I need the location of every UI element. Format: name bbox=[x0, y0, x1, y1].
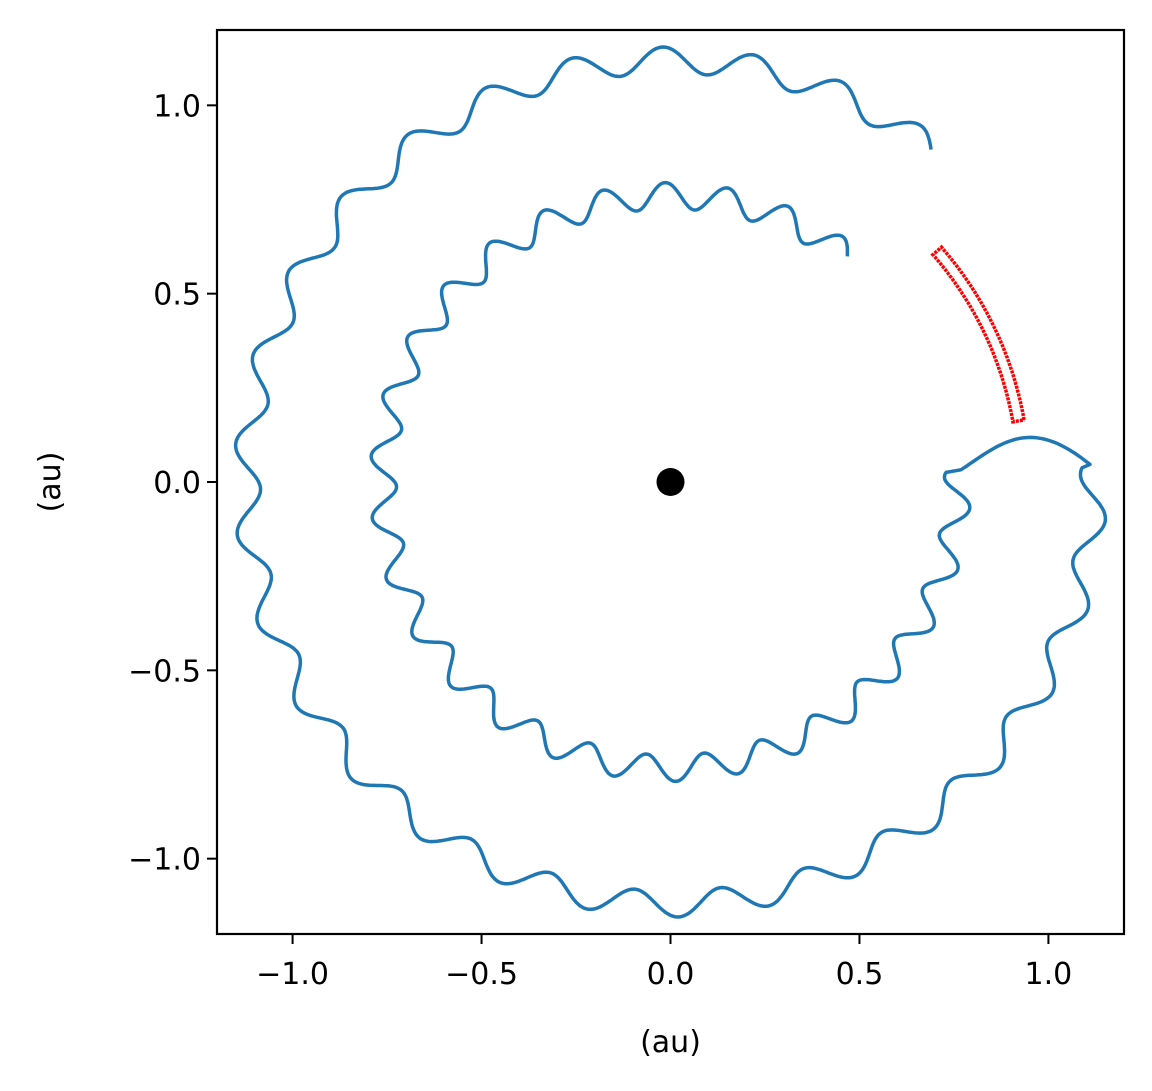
x-tick-label: 0.0 bbox=[647, 957, 695, 992]
y-tick-label: 0.5 bbox=[153, 278, 201, 313]
x-axis-label: (au) bbox=[640, 1025, 701, 1060]
plot-area bbox=[233, 45, 1108, 919]
x-axis-ticks: −1.0 −0.5 0.0 0.5 1.0 bbox=[256, 934, 1072, 992]
x-tick-label: −1.0 bbox=[256, 957, 329, 992]
y-axis-ticks: −1.0 −0.5 0.0 0.5 1.0 bbox=[128, 89, 217, 878]
series-line-horseshoe-orbit bbox=[233, 45, 1108, 919]
x-tick-label: 1.0 bbox=[1025, 957, 1073, 992]
x-tick-label: −0.5 bbox=[445, 957, 518, 992]
y-axis-label: (au) bbox=[33, 452, 68, 513]
y-tick-label: −1.0 bbox=[128, 843, 201, 878]
series-loop-tadpole-orbit bbox=[930, 244, 1026, 424]
y-tick-label: 0.0 bbox=[153, 466, 201, 501]
y-tick-label: −0.5 bbox=[128, 654, 201, 689]
x-tick-label: 0.5 bbox=[836, 957, 884, 992]
y-tick-label: 1.0 bbox=[153, 89, 201, 124]
central-star-marker bbox=[656, 468, 685, 496]
